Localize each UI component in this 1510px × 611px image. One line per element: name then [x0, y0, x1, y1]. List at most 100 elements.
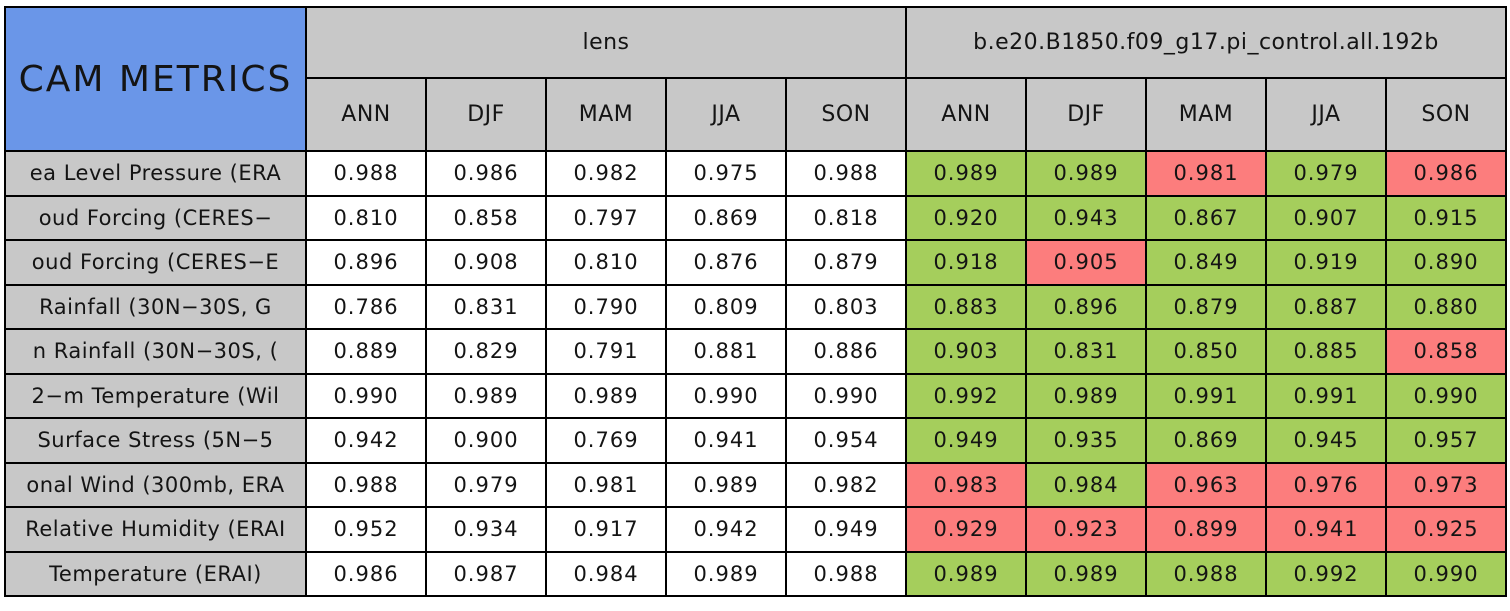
- control-value-cell-green: 0.831: [1025, 328, 1147, 375]
- control-value-cell-red: 0.963: [1145, 461, 1267, 508]
- lens-value-cell: 0.917: [545, 506, 667, 553]
- lens-value-cell: 0.803: [785, 283, 907, 330]
- metric-label: oud Forcing (CERES−E: [4, 239, 307, 286]
- control-value-cell-green: 0.988: [1145, 550, 1267, 597]
- cam-metrics-table: CAM METRICS lens b.e20.B1850.f09_g17.pi_…: [4, 6, 1507, 597]
- metric-label: oud Forcing (CERES−: [4, 194, 307, 241]
- control-value-cell-green: 0.989: [905, 150, 1027, 197]
- control-value-cell-green: 0.992: [1265, 550, 1387, 597]
- control-value-cell-green: 0.949: [905, 417, 1027, 464]
- lens-value-cell: 0.942: [665, 506, 787, 553]
- lens-value-cell: 0.876: [665, 239, 787, 286]
- control-value-cell-red: 0.925: [1385, 506, 1507, 553]
- lens-value-cell: 0.990: [785, 372, 907, 419]
- control-value-cell-green: 0.945: [1265, 417, 1387, 464]
- control-value-cell-green: 0.915: [1385, 194, 1507, 241]
- control-value-cell-green: 0.879: [1145, 283, 1267, 330]
- lens-value-cell: 0.990: [305, 372, 427, 419]
- season-header-control-djf: DJF: [1025, 77, 1147, 152]
- lens-value-cell: 0.829: [425, 328, 547, 375]
- lens-value-cell: 0.949: [785, 506, 907, 553]
- control-value-cell-green: 0.943: [1025, 194, 1147, 241]
- table-row: oud Forcing (CERES−E 0.896 0.908 0.810 0.876…: [4, 239, 1507, 286]
- control-value-cell-green: 0.849: [1145, 239, 1267, 286]
- season-header-control-son: SON: [1385, 77, 1507, 152]
- control-value-cell-green: 0.890: [1385, 239, 1507, 286]
- lens-value-cell: 0.981: [545, 461, 667, 508]
- lens-value-cell: 0.990: [665, 372, 787, 419]
- season-header-lens-son: SON: [785, 77, 907, 152]
- metric-label: Rainfall (30N−30S, G: [4, 283, 307, 330]
- lens-value-cell: 0.989: [425, 372, 547, 419]
- lens-value-cell: 0.982: [785, 461, 907, 508]
- table-row: Surface Stress (5N−5 0.942 0.900 0.769 0.941…: [4, 417, 1507, 464]
- control-value-cell-red: 0.929: [905, 506, 1027, 553]
- control-value-cell-green: 0.919: [1265, 239, 1387, 286]
- season-header-control-mam: MAM: [1145, 77, 1267, 152]
- table-row: oud Forcing (CERES− 0.810 0.858 0.797 0.869 0…: [4, 194, 1507, 241]
- control-value-cell-green: 0.885: [1265, 328, 1387, 375]
- lens-value-cell: 0.810: [305, 194, 427, 241]
- lens-value-cell: 0.809: [665, 283, 787, 330]
- lens-value-cell: 0.831: [425, 283, 547, 330]
- lens-value-cell: 0.810: [545, 239, 667, 286]
- lens-value-cell: 0.889: [305, 328, 427, 375]
- lens-value-cell: 0.896: [305, 239, 427, 286]
- control-value-cell-red: 0.941: [1265, 506, 1387, 553]
- control-value-cell-red: 0.973: [1385, 461, 1507, 508]
- control-value-cell-red: 0.976: [1265, 461, 1387, 508]
- control-value-cell-green: 0.869: [1145, 417, 1267, 464]
- lens-value-cell: 0.900: [425, 417, 547, 464]
- season-header-row: ANN DJF MAM JJA SON ANN DJF MAM JJA SON: [5, 77, 1507, 152]
- control-value-cell-green: 0.989: [1025, 150, 1147, 197]
- control-value-cell-red: 0.899: [1145, 506, 1267, 553]
- control-value-cell-red: 0.986: [1385, 150, 1507, 197]
- control-value-cell-red: 0.923: [1025, 506, 1147, 553]
- metric-label: 2−m Temperature (Wil: [4, 372, 307, 419]
- lens-value-cell: 0.942: [305, 417, 427, 464]
- control-value-cell-green: 0.935: [1025, 417, 1147, 464]
- lens-value-cell: 0.952: [305, 506, 427, 553]
- lens-value-cell: 0.858: [425, 194, 547, 241]
- lens-value-cell: 0.886: [785, 328, 907, 375]
- control-value-cell-green: 0.957: [1385, 417, 1507, 464]
- control-value-cell-green: 0.883: [905, 283, 1027, 330]
- lens-value-cell: 0.986: [305, 550, 427, 597]
- control-value-cell-green: 0.887: [1265, 283, 1387, 330]
- control-value-cell-green: 0.990: [1385, 550, 1507, 597]
- control-value-cell-red: 0.981: [1145, 150, 1267, 197]
- lens-value-cell: 0.941: [665, 417, 787, 464]
- lens-value-cell: 0.988: [785, 150, 907, 197]
- season-header-lens-ann: ANN: [305, 77, 427, 152]
- control-value-cell-red: 0.905: [1025, 239, 1147, 286]
- lens-value-cell: 0.988: [305, 461, 427, 508]
- season-header-lens-djf: DJF: [425, 77, 547, 152]
- lens-value-cell: 0.989: [665, 550, 787, 597]
- metric-label: onal Wind (300mb, ERA: [4, 461, 307, 508]
- lens-value-cell: 0.988: [785, 550, 907, 597]
- lens-value-cell: 0.879: [785, 239, 907, 286]
- table-row: Relative Humidity (ERAI 0.952 0.934 0.917 0.…: [4, 506, 1507, 553]
- control-value-cell-green: 0.989: [905, 550, 1027, 597]
- lens-value-cell: 0.791: [545, 328, 667, 375]
- control-value-cell-green: 0.990: [1385, 372, 1507, 419]
- lens-value-cell: 0.869: [665, 194, 787, 241]
- control-value-cell-green: 0.850: [1145, 328, 1267, 375]
- control-value-cell-green: 0.991: [1145, 372, 1267, 419]
- lens-value-cell: 0.979: [425, 461, 547, 508]
- lens-value-cell: 0.984: [545, 550, 667, 597]
- lens-value-cell: 0.986: [425, 150, 547, 197]
- season-header-control-ann: ANN: [905, 77, 1027, 152]
- group-header-lens: lens: [305, 6, 907, 79]
- table-row: Rainfall (30N−30S, G 0.786 0.831 0.790 0.809…: [4, 283, 1507, 330]
- control-value-cell-green: 0.984: [1025, 461, 1147, 508]
- lens-value-cell: 0.987: [425, 550, 547, 597]
- lens-value-cell: 0.975: [665, 150, 787, 197]
- metric-label: Temperature (ERAI): [4, 550, 307, 597]
- season-header-lens-jja: JJA: [665, 77, 787, 152]
- lens-value-cell: 0.989: [665, 461, 787, 508]
- control-value-cell-green: 0.992: [905, 372, 1027, 419]
- lens-value-cell: 0.881: [665, 328, 787, 375]
- group-header-control-run: b.e20.B1850.f09_g17.pi_control.all.192b: [905, 6, 1507, 79]
